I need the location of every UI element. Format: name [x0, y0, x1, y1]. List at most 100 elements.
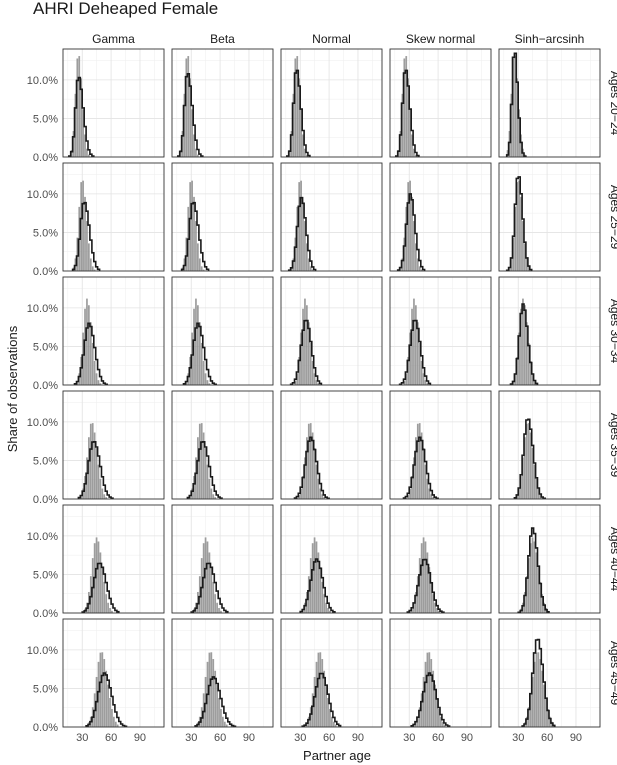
observed-bar — [416, 258, 419, 271]
x-tick-label: 60 — [214, 732, 226, 744]
column-strip-label: Sinh−arcsinh — [515, 32, 585, 46]
fitted-step-line — [194, 676, 237, 728]
observed-bar — [181, 131, 184, 157]
observed-bar — [309, 558, 312, 613]
observed-bar — [317, 383, 320, 385]
observed-bar — [300, 109, 302, 157]
observed-bar — [97, 661, 100, 727]
observed-bar — [97, 380, 100, 385]
panel-border — [280, 276, 383, 386]
observed-bar — [332, 721, 335, 727]
panel — [498, 390, 601, 500]
panel — [62, 48, 165, 158]
observed-bar — [426, 383, 429, 385]
observed-bar — [527, 558, 530, 613]
observed-bar — [109, 698, 111, 727]
observed-bar — [420, 269, 423, 271]
observed-bar — [191, 180, 193, 271]
observed-bar — [524, 305, 526, 385]
panel — [498, 618, 601, 728]
panel — [171, 162, 274, 272]
observed-bar — [113, 716, 115, 727]
observed-bar — [327, 608, 329, 613]
panel-border — [62, 504, 165, 614]
panel-background — [390, 277, 491, 385]
observed-bar — [547, 708, 549, 727]
observed-bar — [107, 684, 109, 727]
observed-bar — [413, 148, 415, 157]
observed-bar — [411, 308, 413, 385]
observed-bar — [304, 148, 306, 157]
row-strip-label: Ages 45−49 — [608, 641, 617, 706]
panel-background — [172, 505, 273, 613]
panel-background — [281, 277, 382, 385]
observed-bar — [514, 56, 517, 158]
observed-bar — [508, 267, 511, 271]
observed-bar — [80, 356, 83, 385]
fitted-step-line — [287, 196, 317, 271]
observed-bar — [516, 78, 519, 157]
panel — [389, 162, 492, 272]
observed-bar — [198, 258, 201, 271]
observed-bar — [202, 693, 205, 727]
panel — [171, 276, 274, 386]
fitted-step-line — [521, 638, 556, 727]
x-tick-label: 90 — [134, 732, 146, 744]
observed-bar — [304, 298, 306, 385]
observed-bar — [514, 373, 517, 385]
observed-bar — [82, 180, 84, 271]
observed-bar — [415, 437, 417, 499]
observed-bar — [313, 537, 316, 613]
observed-bar — [411, 196, 413, 271]
observed-bar — [218, 608, 220, 613]
observed-bar — [317, 652, 320, 727]
observed-bar — [89, 423, 92, 499]
observed-bar — [411, 475, 413, 499]
y-tick-label: 5.0% — [33, 227, 58, 239]
observed-bar — [103, 659, 106, 727]
observed-bar — [89, 258, 92, 271]
observed-bar — [116, 724, 119, 727]
observed-bar — [420, 693, 423, 727]
observed-bar — [193, 134, 195, 157]
observed-bar — [399, 131, 402, 157]
observed-bar — [426, 652, 429, 727]
observed-bar — [187, 56, 190, 158]
observed-bar — [202, 360, 205, 385]
observed-bar — [202, 432, 205, 499]
observed-bar — [418, 266, 421, 271]
observed-bar — [197, 591, 199, 613]
panel-background — [63, 391, 164, 499]
observed-bar — [411, 608, 413, 613]
observed-bar — [309, 707, 312, 727]
observed-bar — [428, 652, 431, 727]
observed-bar — [420, 432, 423, 499]
observed-bar — [208, 383, 211, 385]
observed-bar — [533, 464, 536, 499]
observed-bar — [185, 381, 188, 385]
x-tick-label: 30 — [294, 732, 306, 744]
panel-border — [171, 162, 274, 272]
observed-bar — [212, 494, 215, 499]
fitted-step-line — [395, 69, 420, 157]
observed-bar — [109, 608, 111, 613]
y-tick-label: 0.0% — [33, 608, 58, 620]
observed-bar — [535, 552, 538, 613]
x-tick-label: 90 — [461, 732, 473, 744]
observed-bar — [407, 182, 410, 271]
fitted-step-line — [186, 441, 223, 499]
x-tick-label: 90 — [352, 732, 364, 744]
x-tick-label: 30 — [403, 732, 415, 744]
observed-bar — [529, 432, 532, 499]
observed-bar — [88, 305, 90, 385]
observed-bar — [200, 423, 203, 499]
observed-bar — [80, 78, 83, 157]
panel-border — [498, 48, 601, 158]
observed-bar — [518, 488, 520, 499]
observed-bar — [407, 356, 410, 385]
observed-bar — [193, 475, 195, 499]
panel-background — [172, 619, 273, 727]
observed-bar — [306, 722, 308, 727]
panel — [280, 276, 383, 386]
observed-bar — [70, 150, 73, 157]
